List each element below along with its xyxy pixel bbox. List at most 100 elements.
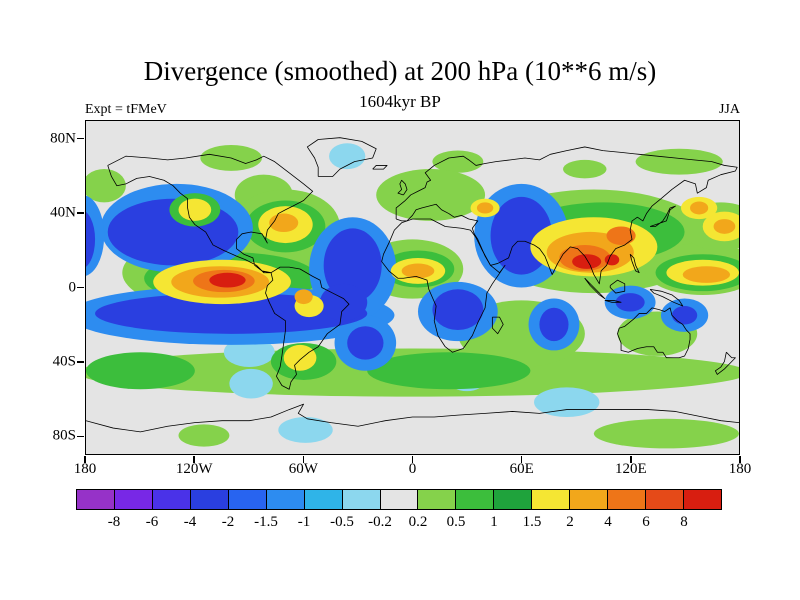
lat-tick-mark <box>77 435 84 438</box>
figure-title: Divergence (smoothed) at 200 hPa (10**6 … <box>143 56 657 86</box>
map-plot <box>85 120 740 455</box>
contour-region <box>329 143 366 170</box>
lat-tick-mark <box>77 212 84 214</box>
colorbar-cell <box>380 490 419 509</box>
lon-tick-mark <box>739 456 741 463</box>
colorbar-cell <box>418 490 457 509</box>
contour-region <box>229 368 273 399</box>
colorbar <box>76 489 722 510</box>
lon-tick-label: 60W <box>288 461 318 477</box>
colorbar-cell <box>608 490 647 509</box>
colorbar-tick-label: -2 <box>221 514 235 530</box>
contour-region <box>690 201 709 215</box>
coastline-path <box>714 351 736 375</box>
contour-region <box>682 266 731 283</box>
lon-tick-mark <box>193 456 195 463</box>
lon-tick-label: 120W <box>175 461 213 477</box>
contour-map-svg <box>86 121 739 454</box>
coastline-path <box>265 266 350 390</box>
coastline-path <box>306 137 377 177</box>
colorbar-tick-label: -1.5 <box>254 514 278 530</box>
contour-region <box>593 418 739 449</box>
contour-region <box>476 202 494 214</box>
contour-region <box>178 424 230 447</box>
colorbar-tick-label: 1 <box>490 514 498 530</box>
colorbar-cell <box>266 490 305 509</box>
figure-subtitle: 1604kyr BP <box>359 92 441 111</box>
coastline-path <box>617 307 691 359</box>
colorbar-cell <box>342 490 381 509</box>
colorbar-cell <box>77 490 115 509</box>
coastline-path <box>107 153 314 274</box>
colorbar-cell <box>494 490 533 509</box>
colorbar-cell <box>532 490 571 509</box>
lat-tick-label: 80S <box>52 427 76 444</box>
colorbar-cell <box>228 490 267 509</box>
contour-region <box>606 226 636 245</box>
contour-region <box>376 169 486 221</box>
lon-tick-label: 120E <box>614 461 647 477</box>
lat-tick-mark <box>77 137 84 140</box>
coastline-path <box>584 277 606 300</box>
coastline-path <box>609 279 626 294</box>
contour-region <box>283 344 317 371</box>
lon-tick-mark <box>630 456 632 463</box>
lon-tick-mark <box>411 456 414 463</box>
colorbar-tick-label: -1 <box>297 514 311 530</box>
colorbar-tick-label: 8 <box>680 514 688 530</box>
coastline-path <box>649 205 676 227</box>
coastline-path <box>381 218 506 353</box>
lat-tick-label: 40N <box>50 204 76 221</box>
lat-tick-label: 80N <box>50 130 76 147</box>
contour-region <box>367 352 531 390</box>
coastline-path <box>86 403 739 433</box>
coastline-path <box>397 179 408 196</box>
colorbar-tick-label: -4 <box>183 514 197 530</box>
colorbar-cell <box>304 490 343 509</box>
contour-region <box>635 148 723 175</box>
coastline-path <box>395 146 738 285</box>
contour-region <box>671 305 698 325</box>
lon-tick-label: 0 <box>408 461 417 477</box>
colorbar-tick-label: 4 <box>604 514 612 530</box>
colorbar-cell <box>190 490 229 509</box>
colorbar-tick-label: 0.2 <box>408 514 428 530</box>
lon-tick-mark <box>84 456 86 463</box>
contour-region <box>319 283 368 321</box>
colorbar-tick-label: -0.5 <box>330 514 354 530</box>
coastline-layer <box>86 137 739 433</box>
coastline-path <box>372 165 388 170</box>
colorbar-cell <box>152 490 191 509</box>
contour-fill-layer <box>86 121 739 454</box>
colorbar-tick-label: -6 <box>145 514 159 530</box>
colorbar-tick-label: 0.5 <box>446 514 466 530</box>
experiment-label: Expt = tFMeV <box>85 102 167 117</box>
contour-region <box>572 254 602 269</box>
colorbar-tick-label: -8 <box>107 514 121 530</box>
colorbar-tick-label: 2 <box>566 514 574 530</box>
lat-tick-mark <box>77 286 84 289</box>
lon-tick-mark <box>302 456 305 463</box>
colorbar-cell <box>646 490 684 509</box>
lat-tick-mark <box>77 361 84 363</box>
coastline-path <box>604 300 622 303</box>
contour-region <box>209 272 246 288</box>
lon-tick-mark <box>520 456 523 463</box>
contour-region <box>86 169 126 203</box>
contour-region <box>294 289 313 305</box>
season-label: JJA <box>718 102 740 117</box>
colorbar-cell <box>456 490 495 509</box>
coastline-path <box>649 288 684 307</box>
lon-tick-label: 180 <box>728 461 752 477</box>
colorbar-tick-label: 6 <box>642 514 650 530</box>
contour-region <box>86 352 195 390</box>
contour-region <box>347 326 384 360</box>
contour-region <box>563 159 607 179</box>
lon-tick-label: 180 <box>73 461 97 477</box>
colorbar-tick-label: 1.5 <box>522 514 542 530</box>
contour-region <box>278 417 333 443</box>
coastline-path <box>491 316 504 335</box>
colorbar-tick-label: -0.2 <box>368 514 392 530</box>
coastline-path <box>629 253 640 274</box>
